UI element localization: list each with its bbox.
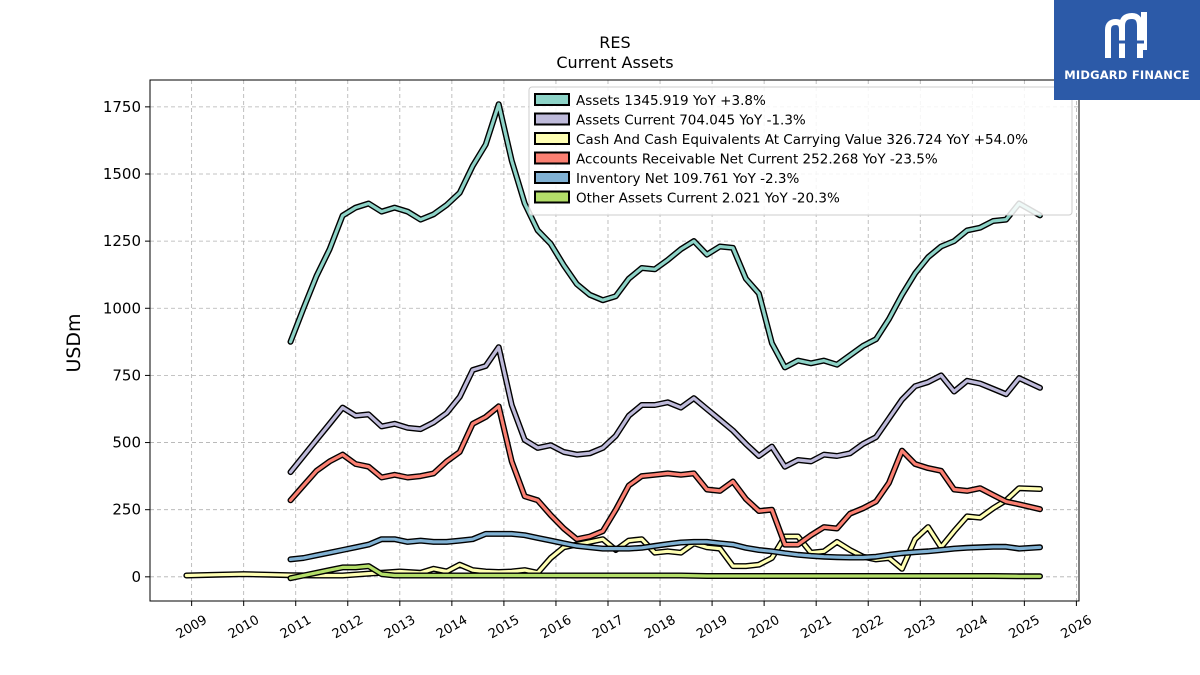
x-tick-label: 2025 <box>1007 613 1043 643</box>
legend-swatch <box>534 112 570 126</box>
x-tick-label: 2017 <box>590 613 626 643</box>
x-tick-label: 2015 <box>486 613 522 643</box>
series-path <box>288 532 1042 561</box>
y-tick-label: 250 <box>112 501 141 519</box>
series-path <box>288 102 1042 369</box>
series-path <box>288 564 1042 580</box>
legend-entry: Assets 1345.919 YoY +3.8% <box>576 93 766 109</box>
y-tick-label: 1000 <box>103 299 141 317</box>
legend: Assets 1345.919 YoY +3.8% Assets Current … <box>528 86 1073 216</box>
series-path <box>288 404 1042 547</box>
x-tick-label: 2024 <box>954 613 990 643</box>
y-tick-label: 750 <box>112 366 141 384</box>
x-tick-label: 2014 <box>434 613 470 643</box>
y-tick-label: 1500 <box>103 165 141 183</box>
legend-swatch <box>534 93 570 106</box>
y-tick-label: 0 <box>131 568 141 586</box>
series-line <box>287 101 1043 371</box>
y-tick-label: 1250 <box>103 232 141 250</box>
y-tick-label: 1750 <box>103 98 141 116</box>
chart-title: RES <box>599 33 630 52</box>
legend-entry: Inventory Net 109.761 YoY -2.3% <box>576 171 799 187</box>
series-path <box>184 486 1042 578</box>
brand-name: MIDGARD FINANCE <box>1064 68 1190 82</box>
series-path <box>288 345 1042 474</box>
x-tick-label: 2020 <box>746 613 782 643</box>
legend-entry: Cash And Cash Equivalents At Carrying Va… <box>576 132 1028 148</box>
y-tick-label: 500 <box>112 434 141 452</box>
x-tick-label: 2022 <box>850 613 886 643</box>
series-outline <box>287 530 1043 563</box>
x-tick-label: 2013 <box>382 613 418 643</box>
series-line <box>183 485 1043 579</box>
series-group <box>183 101 1043 582</box>
x-tick-label: 2011 <box>278 613 314 643</box>
legend-entry: Accounts Receivable Net Current 252.268 … <box>576 152 938 168</box>
legend-entry: Assets Current 704.045 YoY -1.3% <box>576 113 806 129</box>
legend-swatch <box>534 132 570 145</box>
brand-logo: MIDGARD FINANCE <box>1054 0 1200 100</box>
x-tick-label: 2012 <box>330 613 366 643</box>
brand-mark-icon <box>1105 12 1147 58</box>
legend-swatch <box>534 151 570 165</box>
x-tick-label: 2018 <box>642 613 678 643</box>
x-tick-label: 2019 <box>694 613 730 643</box>
x-tick-label: 2021 <box>798 613 834 643</box>
legend-swatch <box>534 190 570 204</box>
legend-entry: Other Assets Current 2.021 YoY -20.3% <box>576 191 840 207</box>
series-outline <box>287 344 1043 476</box>
x-tick-label: 2026 <box>1059 613 1095 643</box>
legend-box <box>528 86 1073 216</box>
x-tick-label: 2009 <box>174 613 210 643</box>
series-line <box>287 403 1043 548</box>
series-line <box>287 563 1043 582</box>
legend-swatch <box>534 171 570 184</box>
series-line <box>287 344 1043 476</box>
y-axis-label: USDm <box>63 313 85 372</box>
chart-subtitle: Current Assets <box>556 53 673 72</box>
series-line <box>287 530 1043 563</box>
series-outline <box>183 485 1043 579</box>
x-tick-label: 2023 <box>902 613 938 643</box>
x-tick-label: 2016 <box>538 613 574 643</box>
x-tick-label: 2010 <box>226 613 262 643</box>
plot-frame <box>149 79 1080 602</box>
